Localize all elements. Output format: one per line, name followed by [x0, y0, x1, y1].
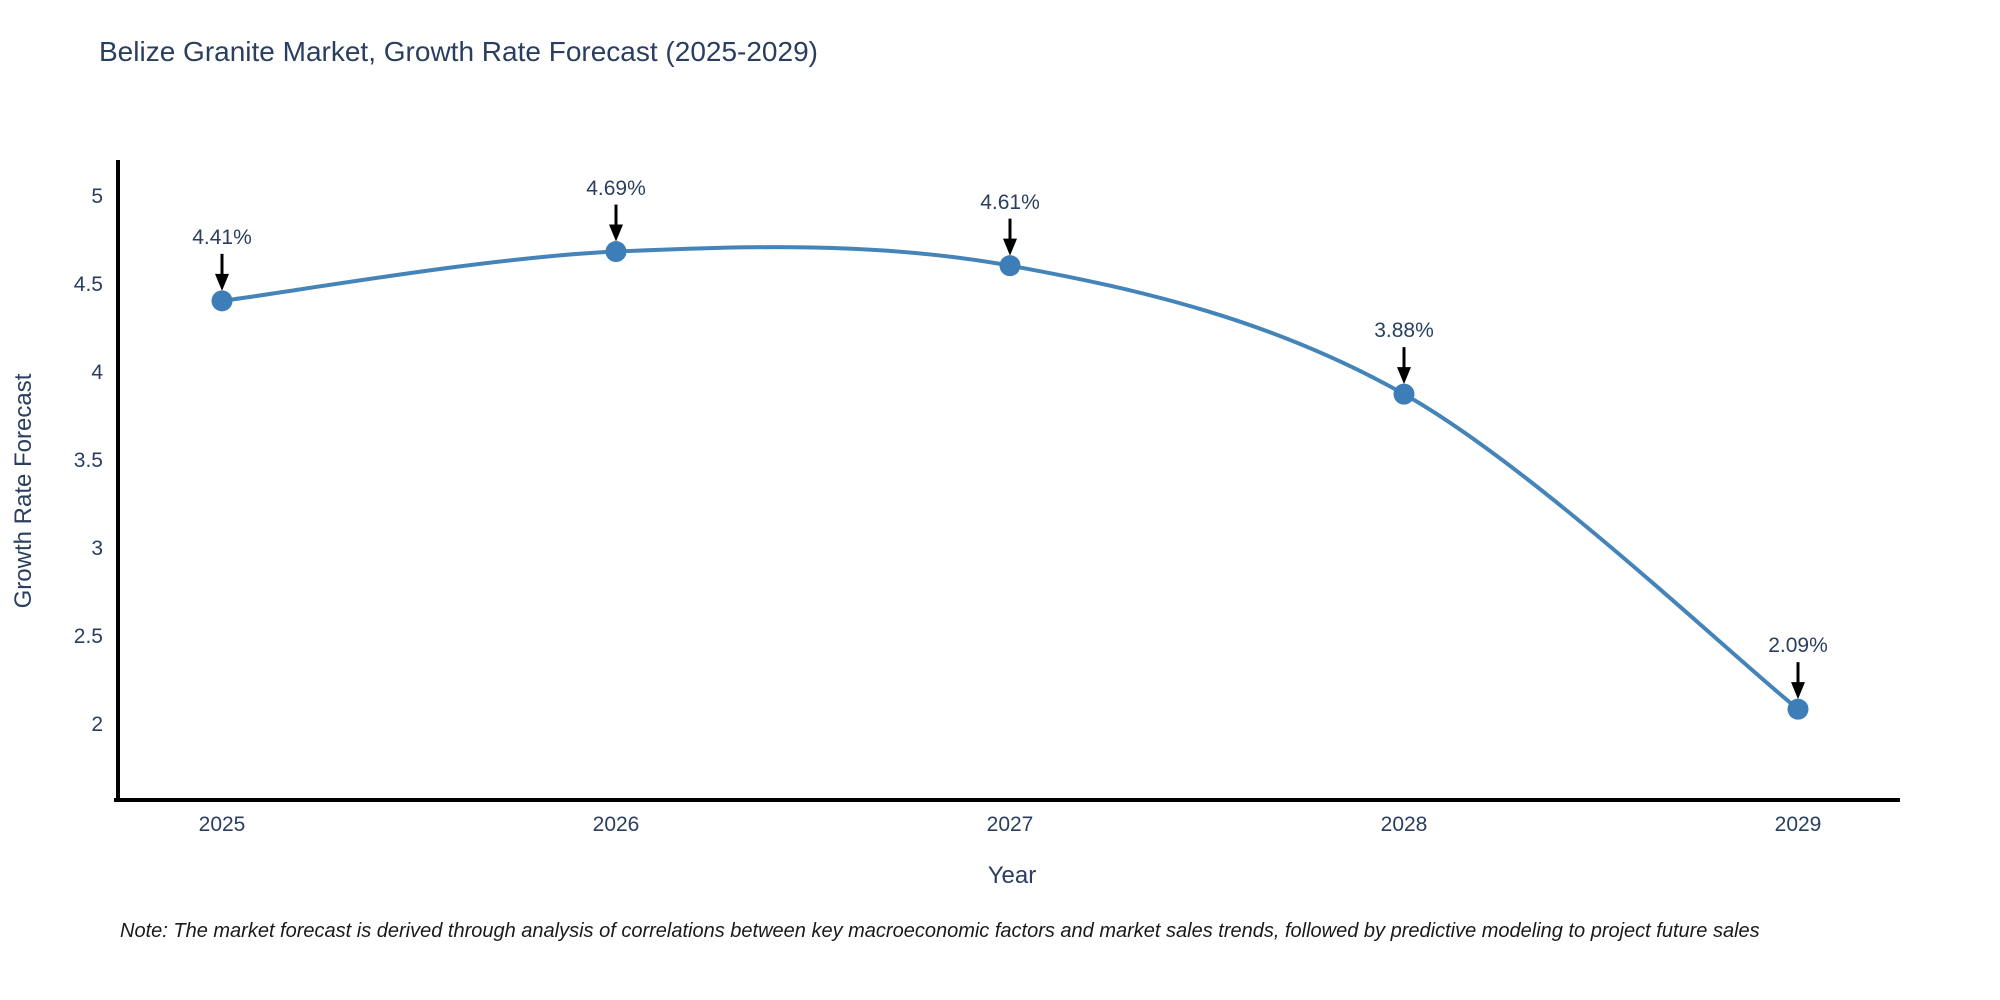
- x-tick-label: 2027: [986, 813, 1034, 836]
- data-point-marker: [1787, 698, 1809, 720]
- y-tick-label: 4: [91, 361, 103, 384]
- data-point-marker: [211, 290, 233, 312]
- chart-title: Belize Granite Market, Growth Rate Forec…: [99, 36, 818, 67]
- annotation-arrow-head: [1397, 367, 1411, 385]
- data-point-marker: [999, 255, 1021, 277]
- y-tick-label: 2.5: [73, 625, 103, 648]
- x-tick-label: 2029: [1774, 813, 1822, 836]
- x-axis-title: Year: [987, 862, 1037, 889]
- y-tick-label: 3: [91, 537, 103, 560]
- point-value-label: 2.09%: [1768, 634, 1828, 658]
- annotation-arrow-head: [1003, 238, 1017, 256]
- y-tick-label: 3.5: [73, 449, 103, 472]
- y-tick-label: 2: [91, 713, 103, 736]
- y-tick-label: 5: [91, 185, 103, 208]
- annotation-arrow-head: [609, 224, 623, 242]
- data-point-marker: [1393, 383, 1415, 405]
- forecast-line: [221, 245, 1800, 711]
- chart-footnote: Note: The market forecast is derived thr…: [120, 920, 1760, 942]
- point-value-label: 4.41%: [192, 225, 252, 249]
- x-tick-label: 2026: [592, 813, 640, 836]
- point-value-label: 4.61%: [980, 190, 1040, 214]
- annotation-arrow-head: [1791, 682, 1805, 700]
- y-axis-title: Growth Rate Forecast: [10, 373, 37, 609]
- point-value-label: 4.69%: [586, 176, 646, 200]
- annotation-arrow-head: [215, 273, 229, 291]
- data-point-marker: [605, 241, 627, 263]
- y-tick-label: 4.5: [73, 273, 103, 296]
- x-tick-label: 2028: [1380, 813, 1428, 836]
- x-tick-label: 2025: [198, 813, 246, 836]
- point-value-label: 3.88%: [1374, 319, 1434, 343]
